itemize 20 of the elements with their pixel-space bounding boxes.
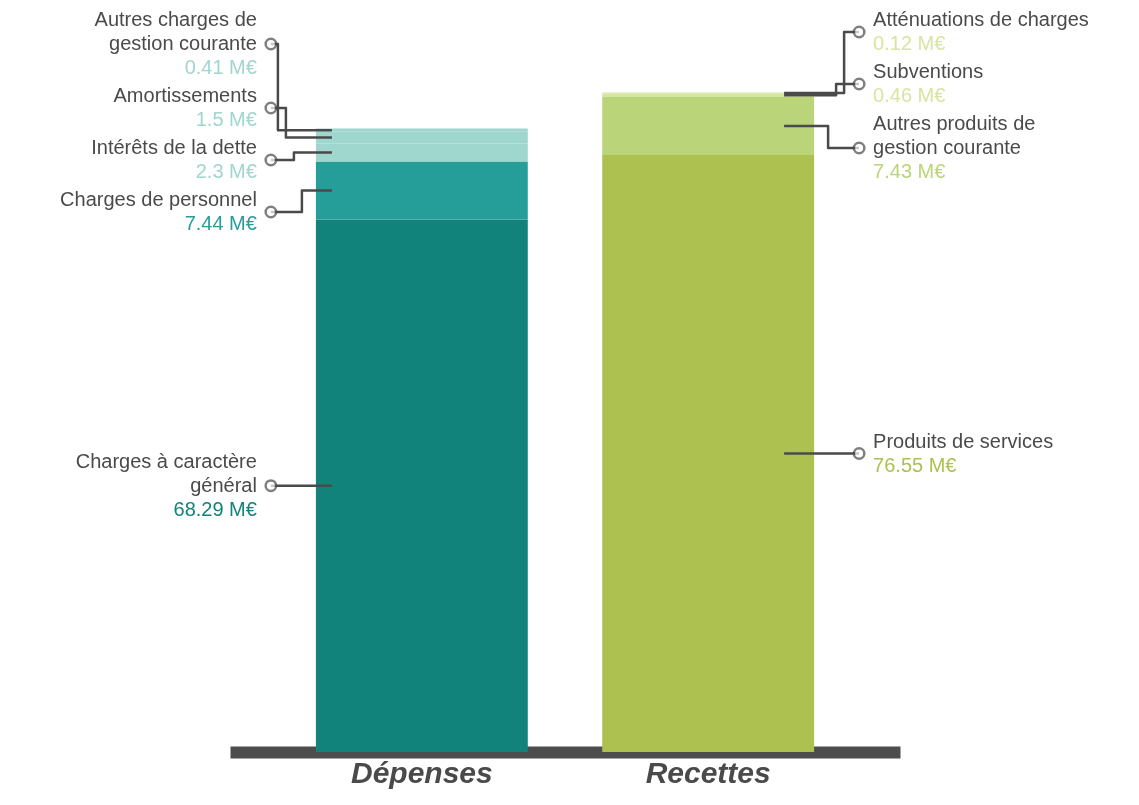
data-label: 0.46 M€ — [873, 84, 946, 106]
text: Produits de services — [873, 429, 1054, 452]
text: Intérêts de la dette — [91, 136, 257, 158]
data-label: 7.43 M€ — [873, 160, 946, 182]
text: Autres charges de gestion courante — [94, 8, 257, 54]
data-label: 7.44 M€ — [184, 212, 257, 234]
text: Atténuations de charges — [873, 8, 1089, 30]
text: Autres produits de gestion courante — [873, 112, 1036, 158]
text: Amortissements — [113, 84, 257, 106]
text: Charges de personnel — [60, 188, 257, 210]
x-tick-label: Recettes — [645, 755, 771, 789]
data-label: 2.3 M€ — [195, 160, 257, 182]
data-label: 68.29 M€ — [173, 497, 257, 520]
text: Charges à caractère général — [75, 449, 257, 496]
data-label: 0.41 M€ — [184, 56, 257, 78]
text: Subventions — [873, 60, 984, 82]
data-label: 0.12 M€ — [873, 32, 946, 54]
x-tick-label: Dépenses — [350, 755, 493, 789]
data-label: 76.55 M€ — [873, 453, 957, 476]
data-label: 1.5 M€ — [195, 108, 257, 130]
